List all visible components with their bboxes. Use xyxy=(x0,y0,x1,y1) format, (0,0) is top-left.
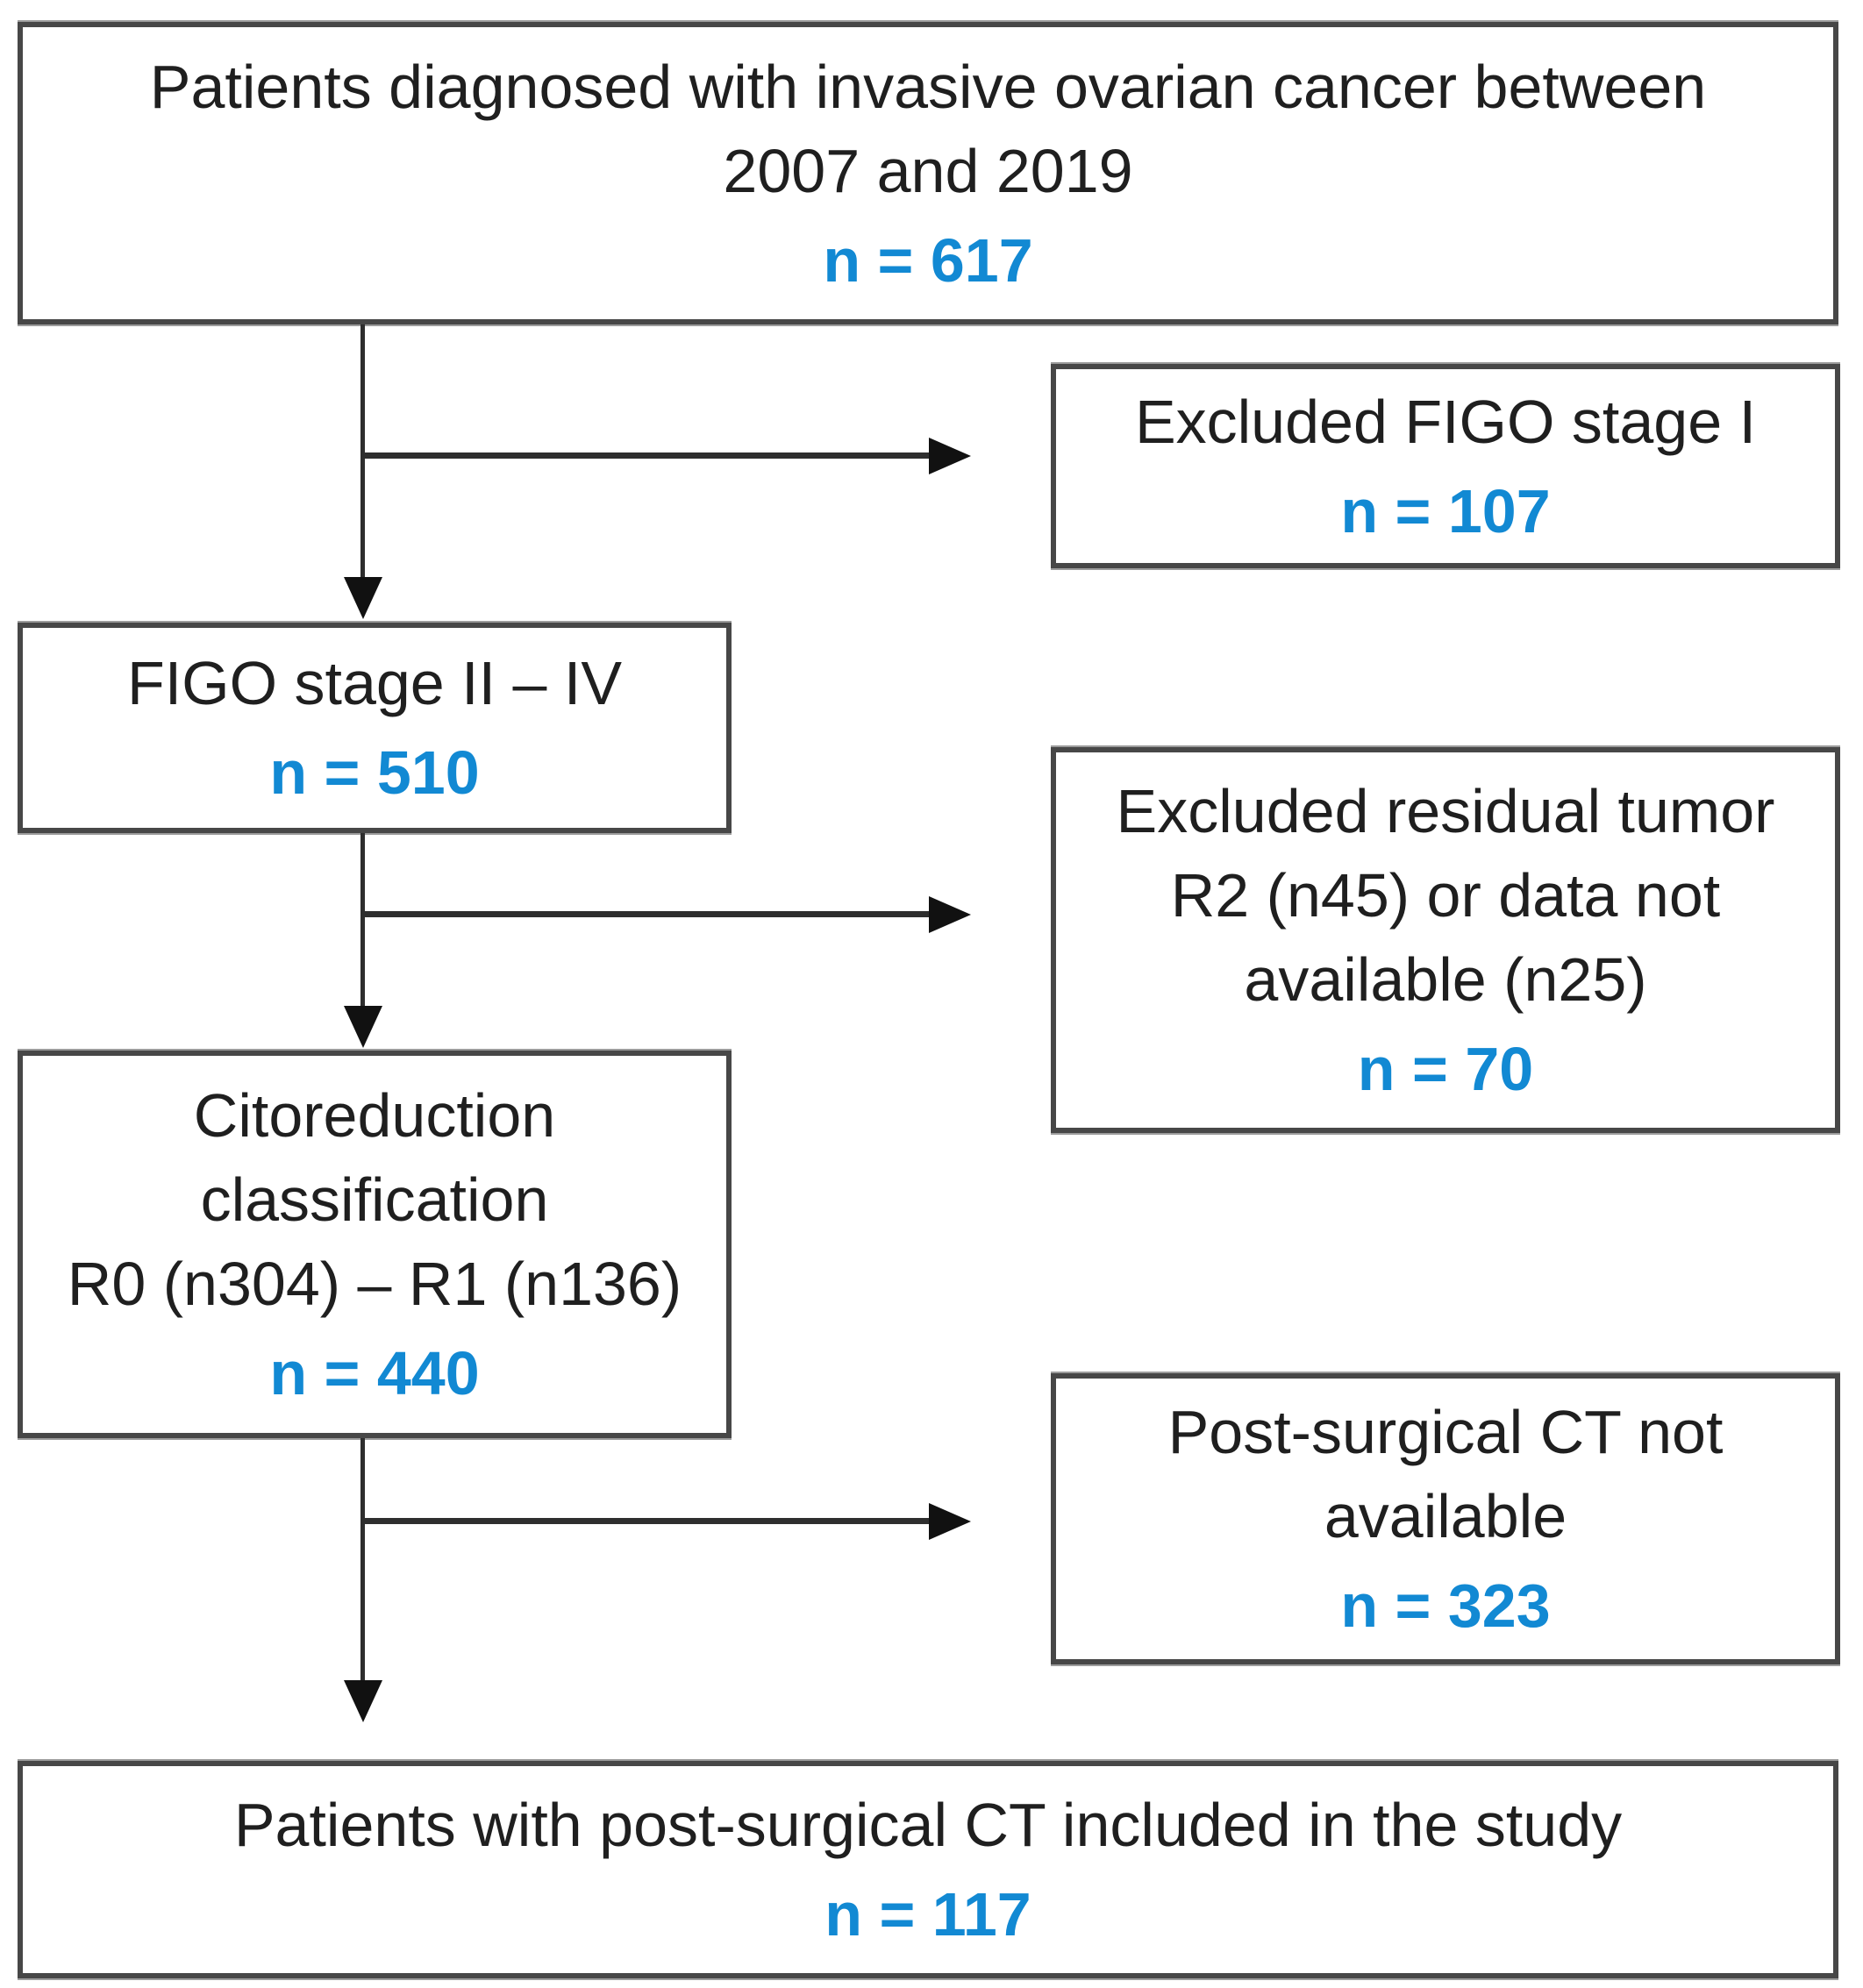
box-citoreduction-text-line2: classification xyxy=(200,1165,549,1234)
box-figo-n-value: n = 510 xyxy=(269,738,480,807)
box-excluded-residual-n-value: n = 70 xyxy=(1357,1035,1534,1103)
box-citoreduction: Citoreduction classification R0 (n304) –… xyxy=(18,1051,732,1438)
box-excluded-figo-stage-1: Excluded FIGO stage I n = 107 xyxy=(1051,364,1840,568)
arrowhead-right-excluded-residual-icon xyxy=(929,896,971,933)
connector-figo-to-citoreduction xyxy=(360,833,365,1007)
box-ct-not-available: Post-surgical CT not available n = 323 xyxy=(1051,1373,1840,1664)
arrowhead-down-to-figo-icon xyxy=(344,577,382,619)
connector-branch-ct-not-available xyxy=(363,1518,929,1524)
box-excluded-residual-text-line2: R2 (n45) or data not xyxy=(1170,861,1721,930)
connector-branch-excluded-figo xyxy=(363,452,929,459)
arrowhead-right-excluded-figo-icon xyxy=(929,438,971,474)
box-citoreduction-text-line3: R0 (n304) – R1 (n136) xyxy=(67,1250,682,1318)
box-figo-stage-2-4: FIGO stage II – IV n = 510 xyxy=(18,623,732,833)
box-diagnosed-text-line1: Patients diagnosed with invasive ovarian… xyxy=(149,52,1707,121)
box-diagnosed: Patients diagnosed with invasive ovarian… xyxy=(18,22,1838,324)
connector-branch-excluded-residual xyxy=(363,911,929,917)
box-ct-not-available-text-line2: available xyxy=(1324,1482,1567,1550)
box-citoreduction-text-line1: Citoreduction xyxy=(193,1081,556,1150)
box-diagnosed-n-value: n = 617 xyxy=(823,225,1033,295)
arrowhead-down-to-included-icon xyxy=(344,1680,382,1722)
box-included-text-line1: Patients with post-surgical CT included … xyxy=(233,1791,1623,1859)
box-diagnosed-text-line2: 2007 and 2019 xyxy=(723,136,1133,205)
box-included: Patients with post-surgical CT included … xyxy=(18,1761,1838,1978)
box-figo-text-line1: FIGO stage II – IV xyxy=(126,649,623,717)
box-citoreduction-n-value: n = 440 xyxy=(269,1339,480,1407)
box-included-n-value: n = 117 xyxy=(824,1880,1031,1949)
box-excluded-residual-text-line3: available (n25) xyxy=(1244,945,1647,1014)
box-excluded-residual-tumor: Excluded residual tumor R2 (n45) or data… xyxy=(1051,747,1840,1133)
box-excluded-figo-n-value: n = 107 xyxy=(1340,476,1551,545)
connector-diagnosed-to-figo xyxy=(360,324,365,577)
box-ct-not-available-text-line1: Post-surgical CT not xyxy=(1167,1398,1724,1466)
arrowhead-right-ct-not-available-icon xyxy=(929,1503,971,1540)
connector-citoreduction-to-included xyxy=(360,1438,365,1681)
arrowhead-down-to-citoreduction-icon xyxy=(344,1006,382,1048)
box-excluded-figo-text-line1: Excluded FIGO stage I xyxy=(1134,387,1757,456)
box-ct-not-available-n-value: n = 323 xyxy=(1340,1571,1551,1640)
box-excluded-residual-text-line1: Excluded residual tumor xyxy=(1116,777,1775,845)
